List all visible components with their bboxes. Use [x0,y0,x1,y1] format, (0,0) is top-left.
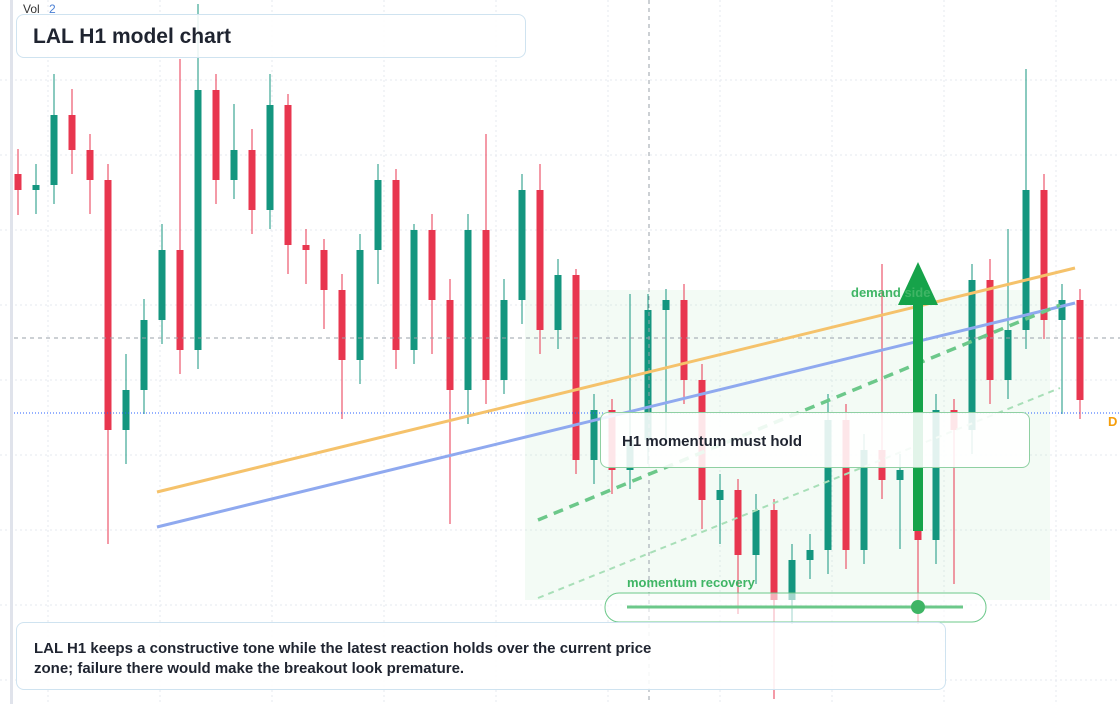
candle-body [356,250,364,360]
candle-body [392,180,400,350]
candle-body [176,250,184,350]
slider-knob [911,600,925,614]
candle-body [590,410,598,460]
candle-body [302,245,310,250]
candle-body [266,105,274,210]
candle-body [248,150,256,210]
candle-body [158,250,166,320]
candle-body [500,300,508,380]
candle-body [410,230,418,350]
candle-body [716,490,724,500]
candle-body [662,300,670,310]
candle-body [824,420,832,550]
candle-body [1022,190,1030,330]
candle-body [770,510,778,600]
candle-body [50,115,58,185]
candle-body [806,550,814,560]
channel-line [537,387,1061,599]
candle-body [68,115,76,150]
candle-body [752,510,760,555]
candle-body [554,275,562,330]
candle-body [680,300,688,380]
candle-body [1040,190,1048,320]
candle-body [464,230,472,390]
candle-body [104,180,112,430]
candle-body [338,290,346,360]
candle-body [212,90,220,180]
momentum-card: H1 momentum must hold [600,412,1030,468]
candle-body [572,275,580,460]
candle-body [932,410,940,540]
left-edge [10,0,13,704]
candle-body [86,150,94,180]
candle-body [860,450,868,550]
candle-body [1004,330,1012,380]
title: LAL H1 model chart [33,25,231,48]
channel-line [537,303,1061,522]
candle-body [320,250,328,290]
candle-body [986,280,994,380]
candle-body [1076,300,1084,400]
candle-body [428,230,436,300]
annotation: demand side [851,285,931,300]
annotation: H1 momentum must hold [622,433,803,450]
candle-body [14,174,22,190]
candle-body [644,310,652,440]
annotation: momentum recovery [627,575,755,590]
candle-body [140,320,148,390]
candle-body [896,470,904,480]
candle-body [518,190,526,300]
candle-body [482,230,490,380]
title-card: LAL H1 model chart [16,14,526,58]
candle-body [734,490,742,555]
arrow-head [898,262,938,305]
description-card: LAL H1 keeps a constructive tone while t… [16,622,946,690]
volume-value: 2 [49,2,56,16]
candle-body [32,185,40,190]
candle-body [284,105,292,245]
candle-body [842,420,850,550]
description: LAL H1 keeps a constructive tone while t… [34,640,652,677]
candle-body [122,390,130,430]
candle-body [374,180,382,250]
candle-body [194,90,202,350]
candle-body [446,300,454,390]
marker: D [1108,414,1118,429]
candle-body [968,280,976,430]
candle-body [788,560,796,600]
candle-body [536,190,544,330]
volume-label: Vol [23,2,40,16]
candle-body [230,150,238,180]
candle-body [1058,300,1066,320]
